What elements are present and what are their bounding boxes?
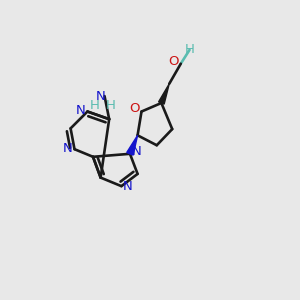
Text: N: N [63,142,73,154]
Text: O: O [169,55,179,68]
Polygon shape [159,84,169,104]
Text: O: O [129,102,140,115]
Polygon shape [127,135,138,155]
Text: H: H [105,100,115,112]
Text: H: H [184,44,194,56]
Text: N: N [96,90,106,103]
Text: H: H [90,100,100,112]
Text: N: N [76,104,86,117]
Text: N: N [123,180,133,193]
Text: N: N [132,145,141,158]
